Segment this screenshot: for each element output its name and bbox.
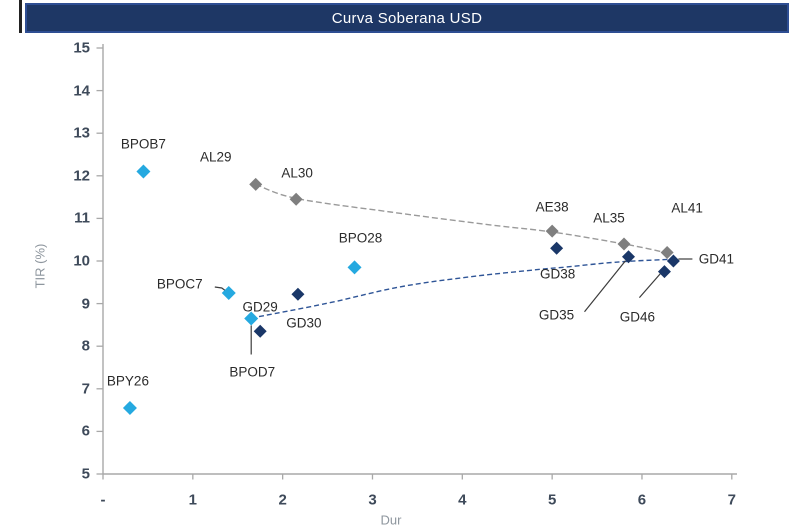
marker-GD38 bbox=[550, 241, 564, 255]
marker-GD46 bbox=[657, 265, 671, 279]
x-axis-title: Dur bbox=[380, 512, 402, 528]
leader-GD35 bbox=[584, 260, 626, 313]
marker-BPY26 bbox=[122, 400, 137, 415]
navy-yield-curve bbox=[251, 258, 672, 319]
leader-BPOC7 bbox=[214, 286, 227, 292]
marker-BPOC7 bbox=[221, 285, 236, 300]
marker-GD30 bbox=[291, 287, 305, 301]
marker-AL41 bbox=[660, 245, 674, 259]
marker-BPOD7 bbox=[244, 311, 259, 326]
marker-AL30 bbox=[289, 192, 303, 206]
marker-GD41 bbox=[666, 254, 680, 268]
chart-title-bar: Curva Soberana USD bbox=[25, 3, 789, 33]
leader-GD46 bbox=[638, 273, 661, 298]
marker-AL29 bbox=[249, 177, 263, 191]
marker-GD29 bbox=[253, 324, 267, 338]
gray-yield-curve bbox=[255, 183, 668, 254]
marker-AE38 bbox=[545, 224, 559, 238]
marker-AL35 bbox=[617, 237, 631, 251]
panel-left-border bbox=[19, 0, 22, 33]
marker-GD35 bbox=[621, 250, 635, 264]
marker-BPO28 bbox=[347, 260, 362, 275]
marker-BPOB7 bbox=[136, 164, 151, 179]
chart-title: Curva Soberana USD bbox=[331, 9, 483, 27]
